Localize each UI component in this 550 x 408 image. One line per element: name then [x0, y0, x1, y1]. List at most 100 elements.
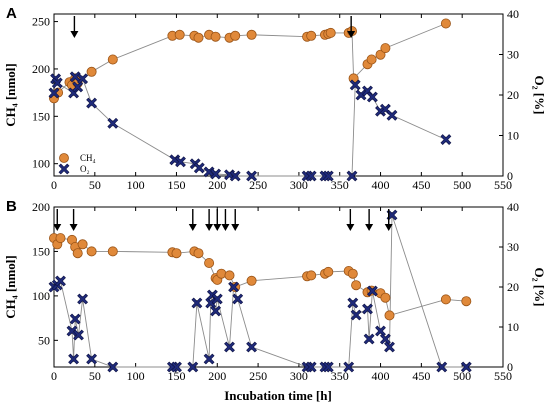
o2-point	[191, 297, 203, 309]
o2-point	[187, 361, 199, 373]
y2-tick-label: 40	[507, 200, 519, 214]
legend-ch4-marker	[59, 153, 69, 163]
ch4-point	[230, 30, 241, 41]
ch4-point	[72, 248, 83, 259]
o2-point	[203, 353, 215, 365]
o2-point	[86, 353, 98, 365]
o2-point	[386, 109, 398, 121]
x-tick-label: 450	[412, 369, 430, 383]
panel-a-frame	[53, 13, 504, 177]
panel-a-markers	[48, 18, 452, 182]
panel-b-ticks: 0 50 100 150 200 250 300 350 400 450 500 5505010015…	[32, 200, 519, 383]
x-tick-label: 50	[89, 178, 101, 192]
o2-point	[68, 353, 80, 365]
x-tick-label: 500	[453, 369, 471, 383]
event-arrowhead	[69, 224, 78, 231]
y2-tick-label: 20	[507, 280, 519, 294]
o2-point	[386, 209, 398, 221]
ch4-point	[351, 280, 362, 291]
panel-a-arrows	[70, 16, 356, 38]
event-arrowhead	[347, 31, 356, 38]
ch4-point	[86, 246, 97, 257]
x-tick-label: 300	[290, 369, 308, 383]
x-tick-label: 550	[494, 369, 512, 383]
ch4-point	[77, 239, 88, 250]
ch4-point	[461, 296, 472, 307]
ch4-point	[224, 270, 235, 281]
event-arrowhead	[213, 224, 222, 231]
o2-point	[107, 361, 119, 373]
y-tick-label: 200	[32, 62, 50, 76]
panel-b-arrows	[53, 209, 393, 231]
panel-a-ylabel-right: O₂ [%]	[532, 76, 547, 115]
panel-b-ylabel-left: CH₄ [nmol]	[3, 255, 18, 318]
event-arrowhead	[221, 224, 230, 231]
ch4-point	[380, 292, 391, 303]
o2-point	[210, 305, 222, 317]
ch4-point	[440, 18, 451, 29]
ch4-point	[306, 270, 317, 281]
x-tick-label: 200	[208, 369, 226, 383]
panel-a-ticks: 0 50 100 150 200 250 300 350 400 450 500 5501001502…	[32, 7, 519, 192]
ch4-point	[323, 266, 334, 277]
x-tick-label: 100	[127, 369, 145, 383]
y-tick-label: 250	[32, 15, 50, 29]
o2-point	[384, 341, 395, 353]
o2-point	[346, 170, 358, 182]
y2-tick-label: 0	[507, 360, 513, 374]
x-tick-label: 250	[249, 369, 267, 383]
x-tick-label: 400	[372, 369, 390, 383]
panel-a-ylabel-left: CH₄ [nmol]	[3, 63, 18, 126]
event-arrowhead	[188, 224, 197, 231]
ch4-point	[193, 248, 204, 259]
o2-point	[77, 73, 89, 85]
y2-tick-label: 30	[507, 48, 519, 62]
o2-series-line	[53, 214, 467, 368]
x-axis-label: Incubation time [h]	[224, 388, 332, 403]
o2-point	[193, 162, 205, 174]
o2-point	[224, 341, 235, 353]
legend: CH₄ O₂	[58, 153, 96, 175]
o2-point	[77, 293, 89, 305]
o2-point	[51, 77, 63, 89]
x-tick-label: 250	[249, 178, 267, 192]
o2-point	[366, 91, 378, 103]
ch4-point	[204, 257, 215, 268]
o2-point	[228, 281, 240, 293]
o2-point	[355, 89, 367, 101]
panel-b-ylabel-right: O₂ [%]	[532, 268, 547, 307]
o2-point	[460, 361, 472, 373]
o2-point	[375, 325, 386, 337]
x-tick-label: 150	[167, 178, 185, 192]
y2-tick-label: 20	[507, 88, 519, 102]
o2-point	[175, 156, 186, 168]
o2-point	[211, 293, 223, 305]
ch4-point	[174, 29, 185, 40]
o2-point	[305, 170, 317, 182]
o2-series-line	[53, 76, 447, 177]
x-tick-label: 200	[208, 178, 226, 192]
o2-point	[305, 361, 317, 373]
o2-point	[107, 117, 119, 129]
x-tick-label: 500	[453, 178, 471, 192]
o2-point	[86, 97, 98, 109]
y-tick-label: 200	[32, 200, 50, 214]
y2-tick-label: 10	[507, 320, 519, 334]
o2-point	[69, 313, 81, 325]
event-arrowhead	[205, 224, 214, 231]
o2-point	[246, 341, 258, 353]
legend-o2-marker	[58, 163, 70, 175]
o2-point	[322, 361, 334, 373]
legend-o2-label: O₂	[80, 164, 90, 174]
o2-point	[229, 170, 241, 182]
o2-point	[343, 361, 355, 373]
y-tick-label: 150	[32, 244, 50, 258]
x-tick-label: 550	[494, 178, 512, 192]
x-tick-label: 0	[51, 178, 57, 192]
y2-tick-label: 30	[507, 240, 519, 254]
o2-point	[55, 275, 66, 287]
y-tick-label: 100	[32, 157, 50, 171]
x-tick-label: 350	[331, 178, 349, 192]
panel-b: 0 50 100 150 200 250 300 350 400 450 500 5505010015…	[3, 198, 547, 403]
